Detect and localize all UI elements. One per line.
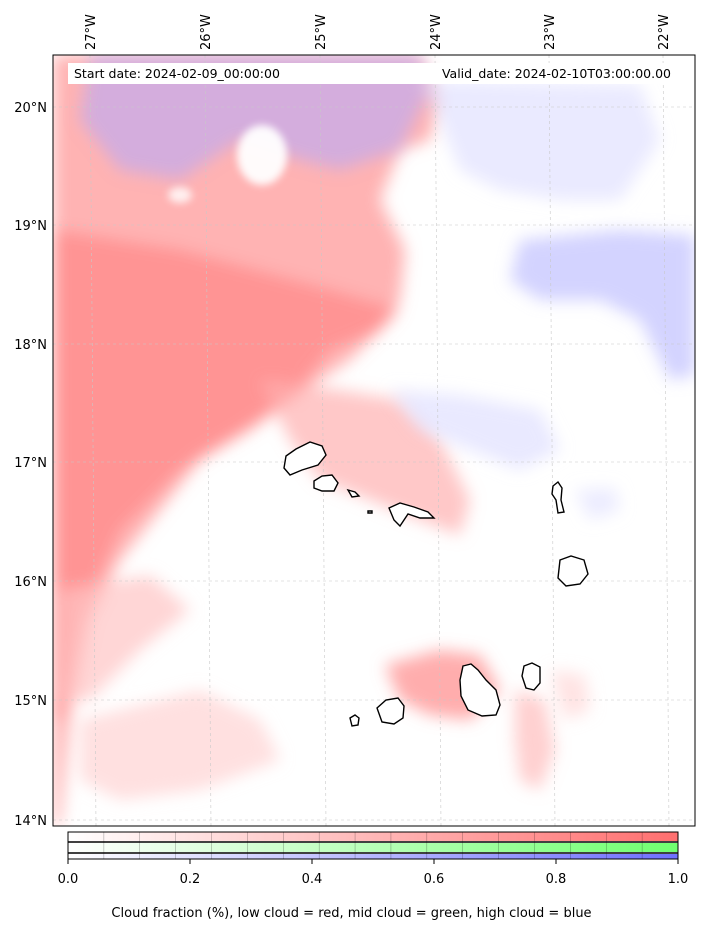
lon-tick-label: 22°W xyxy=(657,14,672,50)
lat-tick-label: 19°N xyxy=(14,219,47,234)
colorbar-high-cloud xyxy=(68,854,678,859)
colorbar-mid-cloud xyxy=(68,843,678,852)
map-frame xyxy=(52,54,696,827)
lat-tick-label: 14°N xyxy=(14,814,47,829)
lat-tick-label: 18°N xyxy=(14,338,47,353)
colorbar-tick-label: 0.0 xyxy=(58,872,79,887)
colorbar-tick-label: 1.0 xyxy=(668,872,689,887)
colorbar-tick-label: 0.2 xyxy=(180,872,201,887)
lon-tick-label: 23°W xyxy=(543,14,558,50)
lon-tick-label: 24°W xyxy=(429,14,444,50)
clear-sky-patches xyxy=(168,125,287,203)
island-santa-luzia xyxy=(346,488,361,498)
colorbar-low-cloud xyxy=(68,832,678,841)
colorbar-ticks: 0.0 0.2 0.4 0.6 0.8 1.0 xyxy=(58,859,689,887)
island-santo-antao xyxy=(283,441,327,476)
lat-tick-label: 15°N xyxy=(14,694,47,709)
island-brava xyxy=(349,714,360,727)
latitude-tick-labels: 20°N 19°N 18°N 17°N 16°N 15°N 14°N xyxy=(14,101,47,829)
lat-tick-label: 20°N xyxy=(14,101,47,116)
island-boa-vista xyxy=(557,555,589,587)
island-fogo xyxy=(376,697,405,725)
island-maio xyxy=(521,662,541,691)
date-header-box xyxy=(68,63,680,84)
lon-tick-label: 25°W xyxy=(314,14,329,50)
island-raso xyxy=(367,510,373,514)
start-date-label: Start date: 2024-02-09_00:00:00 xyxy=(74,66,280,81)
lat-tick-label: 16°N xyxy=(14,575,47,590)
colorbar: 0.0 0.2 0.4 0.6 0.8 1.0 xyxy=(58,831,689,887)
island-coastlines xyxy=(283,441,589,727)
graticule xyxy=(53,54,695,827)
island-sao-vicente xyxy=(313,474,339,492)
lat-tick-label: 17°N xyxy=(14,456,47,471)
colorbar-tick-label: 0.8 xyxy=(546,872,567,887)
island-santiago xyxy=(459,663,501,717)
colorbar-tick-label: 0.6 xyxy=(424,872,445,887)
colorbar-tick-label: 0.4 xyxy=(302,872,323,887)
lon-tick-label: 27°W xyxy=(84,14,99,50)
high-cloud-layer xyxy=(80,55,695,520)
colorbar-caption: Cloud fraction (%), low cloud = red, mid… xyxy=(111,906,592,921)
valid-date-label: Valid_date: 2024-02-10T03:00:00.00 xyxy=(442,66,671,81)
island-sal xyxy=(551,480,565,514)
longitude-tick-labels: 27°W 26°W 25°W 24°W 23°W 22°W xyxy=(84,14,672,50)
cloud-field xyxy=(53,55,695,826)
lon-tick-label: 26°W xyxy=(199,14,214,50)
island-sao-nicolau xyxy=(388,502,436,528)
